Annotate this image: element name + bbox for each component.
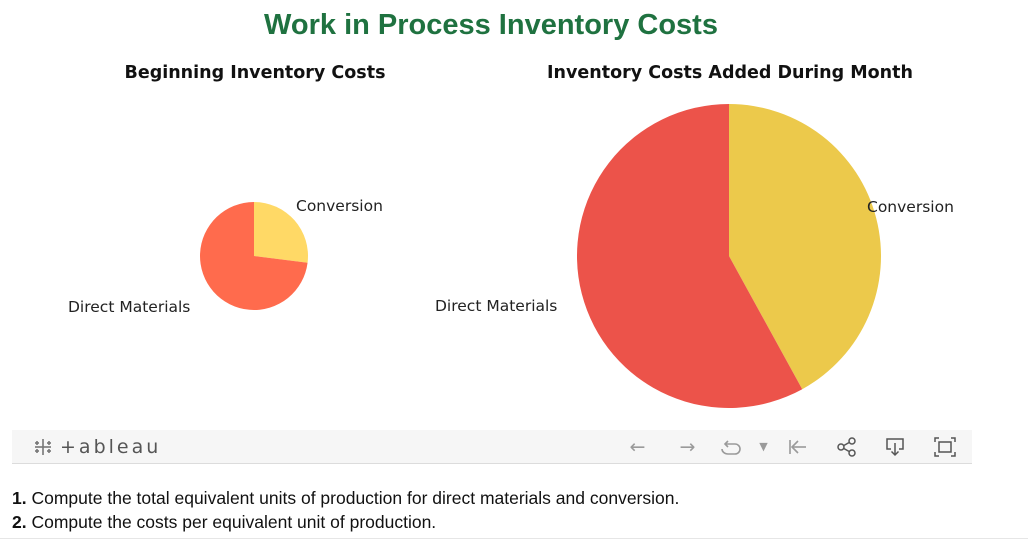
revert-icon[interactable] xyxy=(785,434,810,459)
page-title: Work in Process Inventory Costs xyxy=(264,9,718,41)
redo-arrow-icon[interactable]: → xyxy=(679,435,696,458)
tableau-toolbar: +ableau ← → ▼ xyxy=(12,430,972,464)
tableau-logo-text: +ableau xyxy=(60,436,162,458)
tableau-logo[interactable]: +ableau xyxy=(32,435,161,459)
undo-arrow-icon[interactable]: ← xyxy=(629,435,646,458)
chart-title-beginning: Beginning Inventory Costs xyxy=(124,63,386,83)
slice-label-direct-materials: Direct Materials xyxy=(68,298,191,316)
pie-slice-conversion[interactable] xyxy=(729,104,881,390)
fullscreen-icon[interactable] xyxy=(932,434,957,459)
slice-label-conversion: Conversion xyxy=(296,197,383,215)
chart-title-added: Inventory Costs Added During Month xyxy=(547,63,913,83)
share-icon[interactable] xyxy=(834,434,859,459)
pie-slice-conversion[interactable] xyxy=(254,202,308,263)
question-text: Compute the costs per equivalent unit of… xyxy=(31,512,437,532)
download-icon[interactable] xyxy=(882,434,907,459)
question-text: Compute the total equivalent units of pr… xyxy=(31,488,680,508)
question-item: 1. Compute the total equivalent units of… xyxy=(12,486,679,510)
pie-charts[interactable] xyxy=(0,0,1028,430)
question-number: 2. xyxy=(12,512,27,532)
slice-label-direct-materials: Direct Materials xyxy=(435,297,558,315)
slice-label-conversion: Conversion xyxy=(867,198,954,216)
pie-slice-direct-materials[interactable] xyxy=(576,104,803,409)
question-list: 1. Compute the total equivalent units of… xyxy=(12,486,679,534)
dropdown-caret-icon[interactable]: ▼ xyxy=(759,440,768,453)
question-number: 1. xyxy=(12,488,27,508)
pie-slice-direct-materials[interactable] xyxy=(200,202,308,310)
replay-icon[interactable] xyxy=(717,434,742,459)
divider xyxy=(0,538,1028,539)
tableau-logo-icon xyxy=(35,439,51,455)
question-item: 2. Compute the costs per equivalent unit… xyxy=(12,510,679,534)
